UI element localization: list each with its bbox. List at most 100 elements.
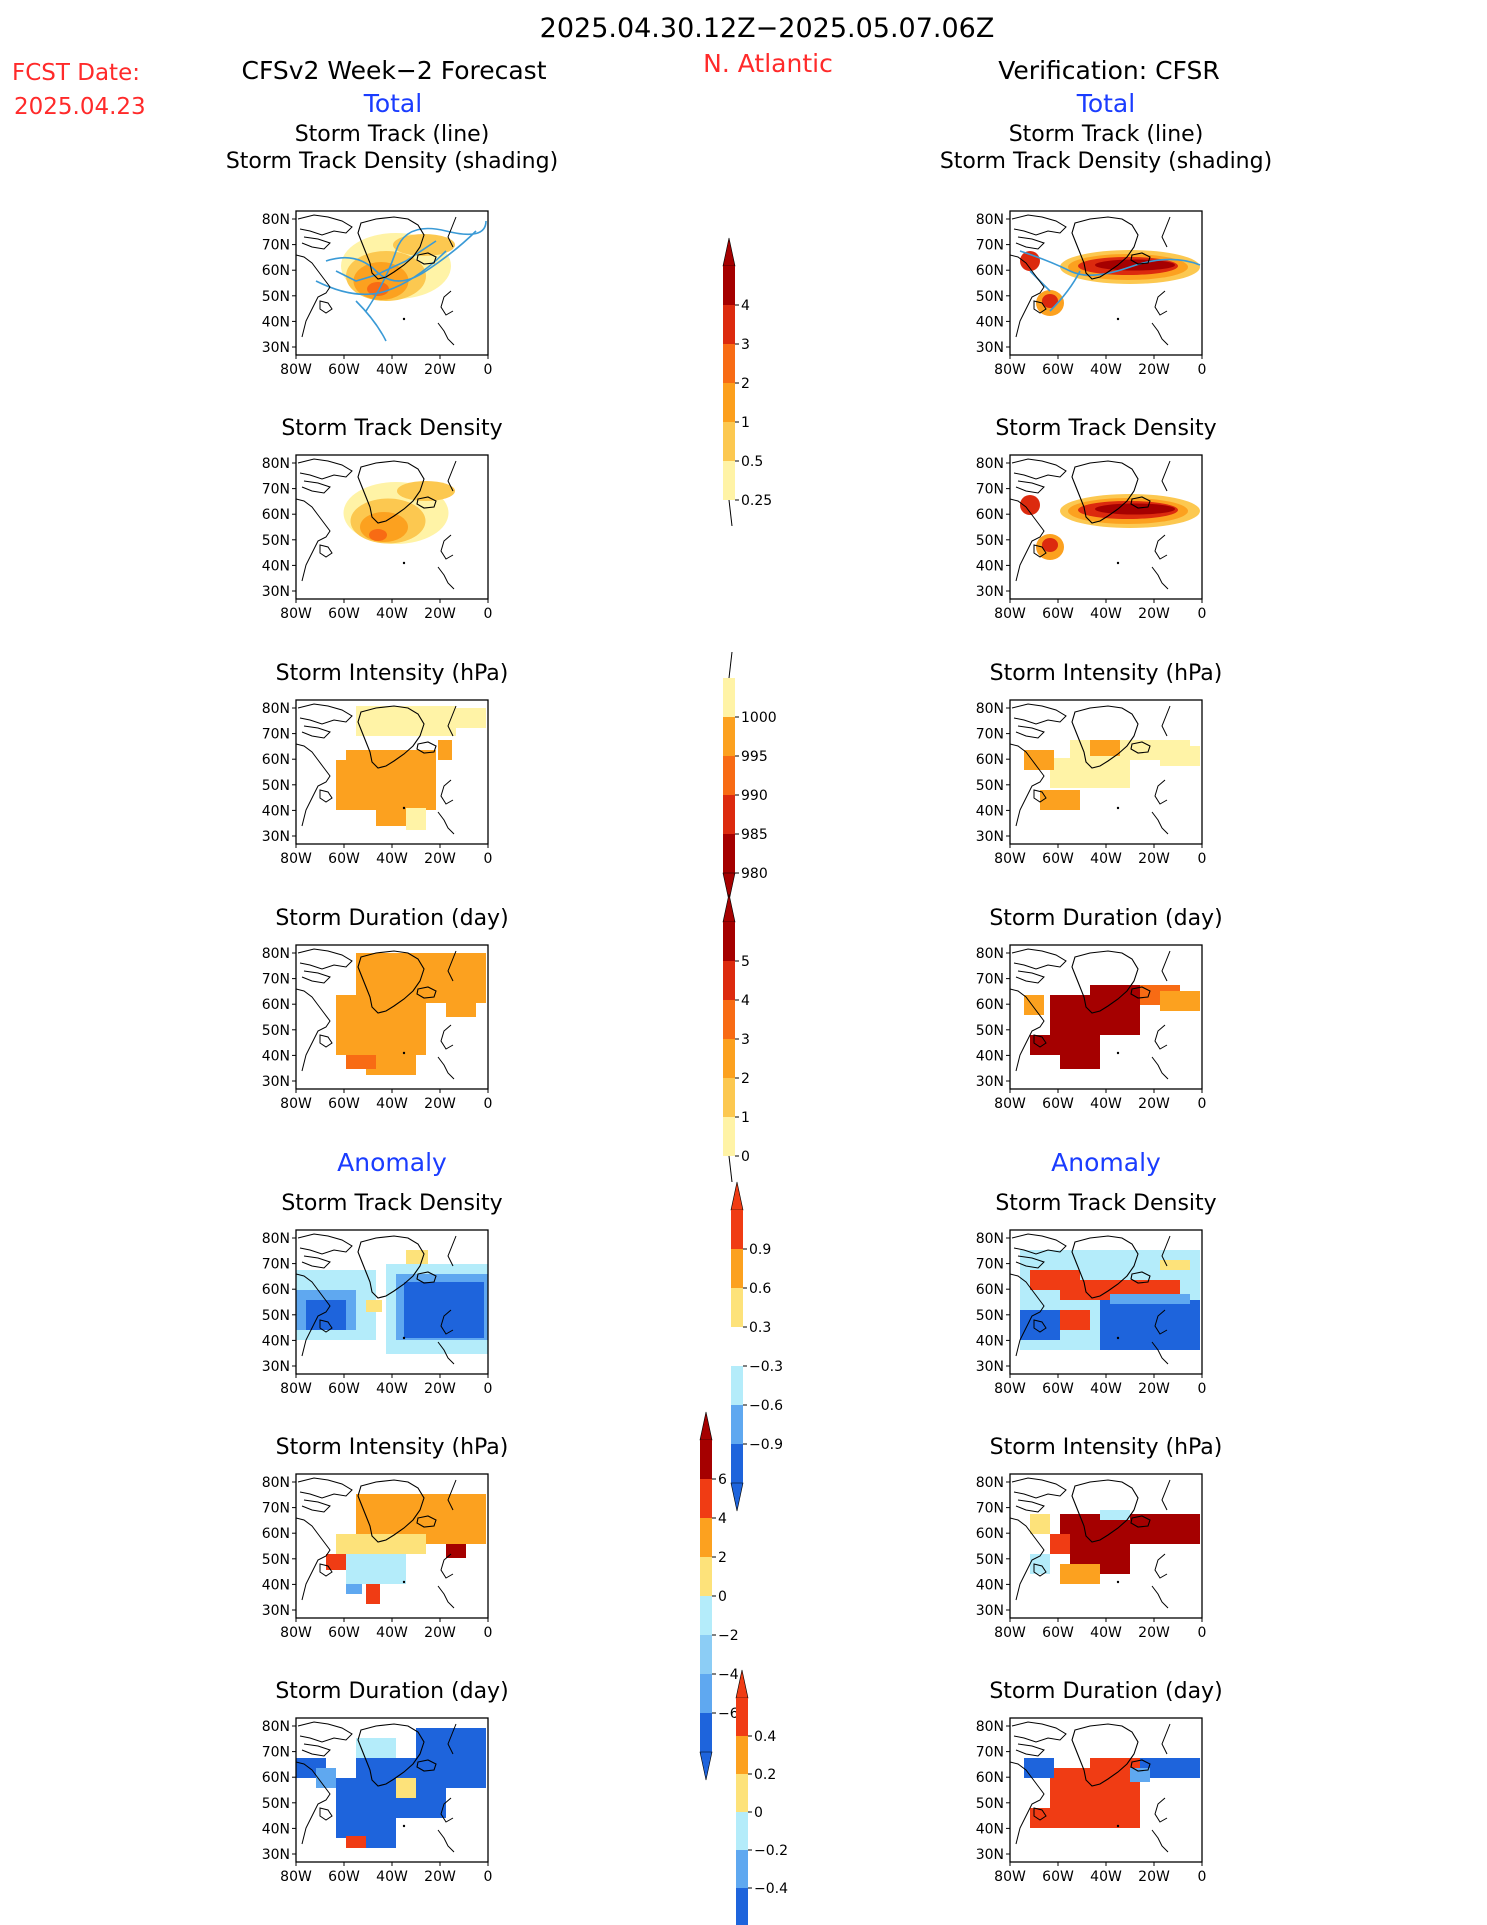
lat-tick-label: 40N [262, 314, 290, 330]
map-fill [1010, 1718, 1202, 1862]
map-panel: Storm Track Density 80N 70N 60N 50N 40N 30N 80W… [262, 1191, 503, 1397]
grid-cell-block [1050, 758, 1130, 788]
grid-cell-block [1060, 1564, 1100, 1584]
lon-tick-label: 80W [280, 1869, 312, 1885]
grid-cell-block [1024, 995, 1044, 1015]
grid-cell-block [326, 1554, 346, 1570]
storm-track-line [1049, 270, 1081, 312]
lat-tick-label: 80N [976, 1719, 1004, 1735]
lon-tick-label: 60W [328, 362, 360, 378]
colorbar-segment [731, 1249, 743, 1288]
lat-tick-label: 60N [262, 997, 290, 1013]
colorbar-label: 0 [754, 1805, 763, 1821]
grid-cell-block [1024, 1758, 1054, 1778]
lat-tick-label: 60N [976, 507, 1004, 523]
lat-tick-label: 30N [262, 340, 290, 356]
lat-tick-label: 50N [976, 1308, 1004, 1324]
lat-tick-label: 40N [262, 1577, 290, 1593]
lat-tick-label: 80N [262, 1475, 290, 1491]
colorbar-label: 4 [741, 993, 750, 1009]
lon-tick-label: 80W [280, 1096, 312, 1112]
lon-tick-label: 80W [280, 1625, 312, 1641]
map-panel: Storm Intensity (hPa) 80N 70N 60N 50N 40N 30N 8… [262, 1435, 509, 1641]
grid-cell-block [1030, 1035, 1100, 1055]
lon-tick-label: 0 [1198, 1096, 1207, 1112]
grid-cell-block [1060, 1055, 1100, 1069]
lat-tick-label: 70N [262, 238, 290, 254]
colorbar-segment [723, 756, 735, 795]
lat-tick-label: 40N [976, 314, 1004, 330]
colorbar-label: 1 [741, 1110, 750, 1126]
colorbar-label: 990 [741, 788, 768, 804]
grid-cell-block [306, 1300, 346, 1330]
grid-cell-block [1090, 985, 1150, 1005]
lon-tick-label: 0 [484, 606, 493, 622]
density-blob [1042, 294, 1058, 308]
colorbar-segment [723, 305, 735, 344]
colorbar-segment [723, 461, 735, 500]
lat-tick-label: 30N [262, 1847, 290, 1863]
lat-tick-label: 30N [976, 1847, 1004, 1863]
lat-tick-label: 30N [262, 584, 290, 600]
panel-title: Storm Intensity (hPa) [990, 661, 1223, 686]
colorbar-segment [723, 922, 735, 961]
colorbar-segment [731, 1366, 743, 1405]
colorbar-label: −2 [718, 1628, 739, 1644]
grid-cell-block [346, 1836, 366, 1848]
colorbar-segment [700, 1557, 712, 1596]
lat-tick-label: 80N [262, 456, 290, 472]
region-title: N. Atlantic [703, 49, 833, 78]
lat-tick-label: 50N [976, 1552, 1004, 1568]
grid-cell-block [1030, 1554, 1050, 1574]
grid-cell-block [446, 999, 476, 1017]
grid-cell-block [1030, 1808, 1070, 1828]
colorbar-label: 1 [741, 415, 750, 431]
lon-tick-label: 0 [1198, 362, 1207, 378]
left-total-heading: Total [363, 89, 422, 118]
lat-tick-label: 30N [262, 1603, 290, 1619]
lat-tick-label: 60N [262, 1770, 290, 1786]
lat-tick-label: 70N [262, 482, 290, 498]
lat-tick-label: 70N [262, 1257, 290, 1273]
colorbar-segment [700, 1674, 712, 1713]
lat-tick-label: 30N [976, 340, 1004, 356]
density-total-colorbar: 4 3 2 1 0.5 0.25 [722, 237, 772, 527]
colorbar-label: 3 [741, 1032, 750, 1048]
panel-title: Storm Track Density [281, 416, 502, 441]
density-blob [1042, 538, 1058, 552]
lon-tick-label: 0 [1198, 851, 1207, 867]
colorbar-segment [736, 1736, 748, 1774]
colorbar-segment [723, 266, 735, 305]
lat-tick-label: 40N [262, 803, 290, 819]
panel-title: Storm Track Density [995, 416, 1216, 441]
lat-tick-label: 40N [976, 1577, 1004, 1593]
lat-tick-label: 70N [976, 727, 1004, 743]
lat-tick-label: 60N [262, 263, 290, 279]
lat-tick-label: 30N [976, 829, 1004, 845]
lon-tick-label: 20W [1138, 606, 1170, 622]
lon-tick-label: 20W [1138, 362, 1170, 378]
panel-title: Storm Track Density [281, 1191, 502, 1216]
colorbar-segment [723, 1000, 735, 1039]
lon-tick-label: 60W [1042, 1096, 1074, 1112]
lon-tick-label: 60W [1042, 362, 1074, 378]
lon-tick-label: 80W [994, 1096, 1026, 1112]
grid-cell-block [1020, 1310, 1060, 1340]
map-fill [1010, 455, 1202, 599]
colorbar-segment [723, 1078, 735, 1117]
lon-tick-label: 60W [1042, 1625, 1074, 1641]
lon-tick-label: 20W [424, 1869, 456, 1885]
colorbar-segment [700, 1479, 712, 1518]
left-anomaly-heading: Anomaly [337, 1148, 447, 1177]
map-panel: Storm Intensity (hPa) 80N 70N 60N 50N 40N 30N 8… [976, 661, 1223, 867]
lat-tick-label: 60N [976, 1770, 1004, 1786]
colorbar-label: −0.3 [749, 1359, 783, 1375]
fcst-date-value: 2025.04.23 [14, 94, 146, 120]
lat-tick-label: 30N [262, 1359, 290, 1375]
lon-tick-label: 20W [424, 1381, 456, 1397]
grid-cell-block [1110, 1294, 1190, 1304]
lat-tick-label: 30N [976, 1074, 1004, 1090]
lon-tick-label: 40W [1090, 851, 1122, 867]
colorbar-label: 5 [741, 954, 750, 970]
grid-cell-block [1050, 1534, 1070, 1554]
